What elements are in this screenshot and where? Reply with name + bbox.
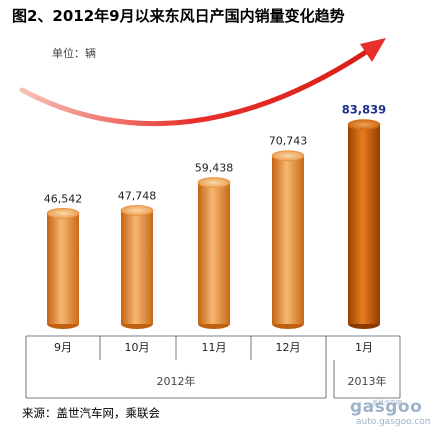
year-label-2013: 2013年 [348,374,387,388]
bar-2 [120,205,154,329]
value-label: 59,438 [195,162,234,175]
bar-1 [46,207,80,329]
chart-title: 图2、2012年9月以来东风日产国内销量变化趋势 [12,7,345,25]
bar-body [198,182,230,324]
category-label: 1月 [355,341,373,354]
category-label: 9月 [54,341,72,354]
value-label: 47,748 [118,189,157,202]
watermark-brand: gasgoo [350,397,423,417]
bar-top [347,119,381,130]
bars-group [46,119,381,329]
category-label: 10月 [125,341,150,354]
category-label: 11月 [202,341,227,354]
category-label: 12月 [276,341,301,354]
year-label-2012: 2012年 [157,374,196,388]
bar-body [47,213,79,324]
trend-arrow-line [19,49,369,127]
trend-arrow-head [360,38,386,62]
value-label: 70,743 [269,135,308,148]
value-label: 83,839 [342,103,386,117]
watermark-subtitle: 盖世汽车网 [372,400,403,407]
bar-body [121,210,153,324]
watermark-logo: gasgoo 盖世汽车网 auto.gasgoo.com [350,397,430,431]
watermark-url: auto.gasgoo.com [356,417,430,427]
category-axis: 9月 10月 11月 12月 1月 2012年 2013年 [25,335,401,399]
bar-5 [347,119,381,329]
labels-group: 46,542 47,748 59,438 70,743 83,839 [44,103,386,206]
unit-label: 单位：辆 [52,47,96,60]
source-note: 来源：盖世汽车网，乘联会 [22,406,160,420]
bar-4 [271,150,305,329]
value-label: 46,542 [44,192,83,205]
bar-body [348,124,380,325]
bar-3 [197,177,231,329]
bar-top [120,205,154,216]
bar-body [272,155,304,324]
trend-arrow [19,38,386,127]
bar-top [197,177,231,188]
bar-top [46,207,80,219]
bar-top [271,150,305,162]
